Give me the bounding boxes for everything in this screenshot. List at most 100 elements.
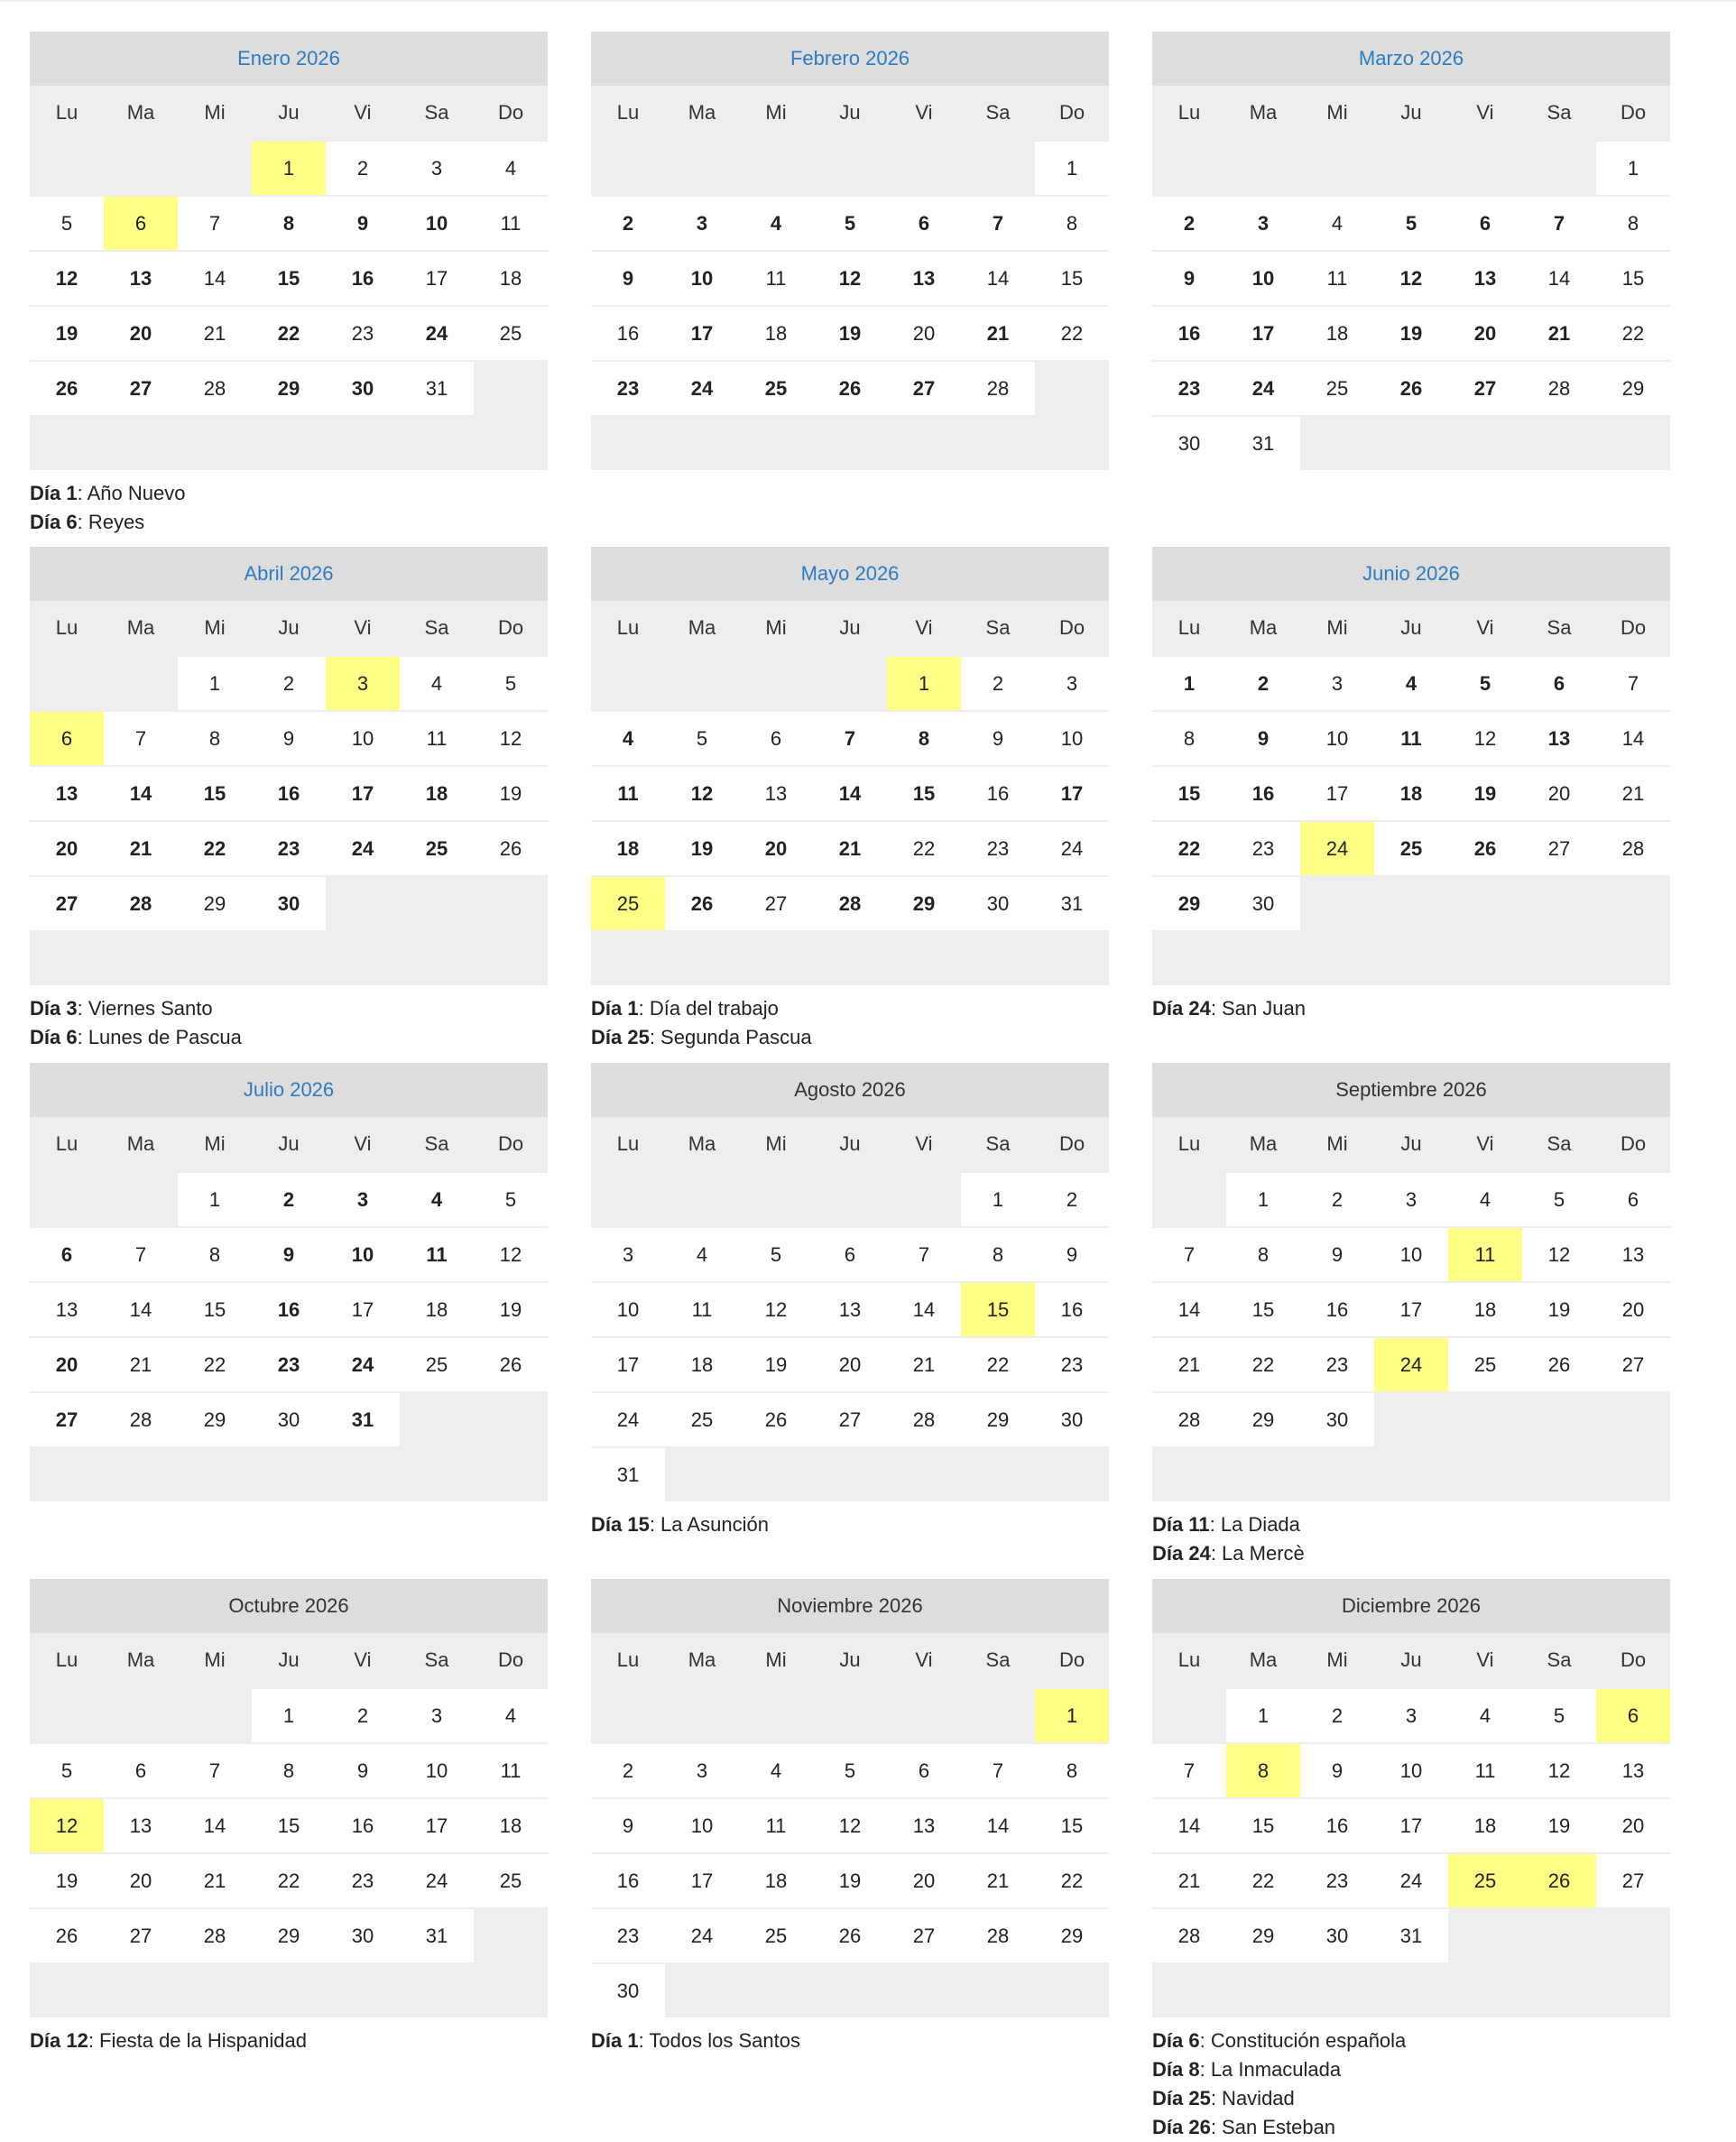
day-cell[interactable]: 31 bbox=[400, 1907, 474, 1963]
day-cell[interactable]: 24 bbox=[1374, 1336, 1448, 1392]
day-cell[interactable]: 13 bbox=[1596, 1742, 1670, 1798]
day-cell[interactable]: 19 bbox=[813, 305, 887, 361]
day-cell[interactable]: 1 bbox=[1226, 1687, 1300, 1743]
day-cell[interactable]: 1 bbox=[887, 655, 961, 711]
day-cell[interactable]: 14 bbox=[1596, 710, 1670, 766]
day-cell[interactable]: 2 bbox=[1152, 195, 1226, 251]
day-cell[interactable]: 11 bbox=[739, 1797, 813, 1853]
day-cell[interactable]: 20 bbox=[887, 1852, 961, 1908]
day-cell[interactable]: 2 bbox=[252, 1171, 326, 1227]
day-cell[interactable]: 3 bbox=[665, 1742, 739, 1798]
day-cell[interactable]: 2 bbox=[252, 655, 326, 711]
day-cell[interactable]: 8 bbox=[252, 195, 326, 251]
day-cell[interactable]: 31 bbox=[400, 360, 474, 416]
day-cell[interactable]: 31 bbox=[326, 1391, 400, 1447]
day-cell[interactable]: 21 bbox=[813, 820, 887, 876]
day-cell[interactable]: 29 bbox=[887, 875, 961, 931]
day-cell[interactable]: 27 bbox=[739, 875, 813, 931]
day-cell[interactable]: 29 bbox=[961, 1391, 1035, 1447]
day-cell[interactable]: 25 bbox=[474, 305, 548, 361]
day-cell[interactable]: 15 bbox=[1035, 1797, 1109, 1853]
day-cell[interactable]: 30 bbox=[961, 875, 1035, 931]
day-cell[interactable]: 26 bbox=[813, 360, 887, 416]
day-cell[interactable]: 14 bbox=[178, 250, 252, 306]
day-cell[interactable]: 19 bbox=[665, 820, 739, 876]
day-cell[interactable]: 22 bbox=[178, 1336, 252, 1392]
day-cell[interactable]: 1 bbox=[252, 1687, 326, 1743]
day-cell[interactable]: 17 bbox=[665, 305, 739, 361]
day-cell[interactable]: 21 bbox=[178, 305, 252, 361]
day-cell[interactable]: 20 bbox=[813, 1336, 887, 1392]
day-cell[interactable]: 9 bbox=[961, 710, 1035, 766]
day-cell[interactable]: 5 bbox=[1522, 1687, 1596, 1743]
day-cell[interactable]: 14 bbox=[813, 765, 887, 821]
day-cell[interactable]: 23 bbox=[591, 1907, 665, 1963]
day-cell[interactable]: 23 bbox=[252, 820, 326, 876]
day-cell[interactable]: 7 bbox=[1152, 1742, 1226, 1798]
day-cell[interactable]: 5 bbox=[1374, 195, 1448, 251]
day-cell[interactable]: 28 bbox=[961, 360, 1035, 416]
day-cell[interactable]: 13 bbox=[1448, 250, 1522, 306]
day-cell[interactable]: 11 bbox=[400, 1226, 474, 1282]
day-cell[interactable]: 12 bbox=[474, 1226, 548, 1282]
day-cell[interactable]: 5 bbox=[739, 1226, 813, 1282]
day-cell[interactable]: 2 bbox=[1300, 1171, 1374, 1227]
day-cell[interactable]: 13 bbox=[104, 250, 178, 306]
day-cell[interactable]: 21 bbox=[1152, 1336, 1226, 1392]
day-cell[interactable]: 27 bbox=[1522, 820, 1596, 876]
day-cell[interactable]: 7 bbox=[961, 195, 1035, 251]
day-cell[interactable]: 21 bbox=[104, 1336, 178, 1392]
day-cell[interactable]: 20 bbox=[30, 820, 104, 876]
day-cell[interactable]: 26 bbox=[474, 820, 548, 876]
day-cell[interactable]: 29 bbox=[1596, 360, 1670, 416]
day-cell[interactable]: 6 bbox=[887, 1742, 961, 1798]
day-cell[interactable]: 25 bbox=[400, 1336, 474, 1392]
day-cell[interactable]: 2 bbox=[326, 140, 400, 196]
day-cell[interactable]: 14 bbox=[1152, 1797, 1226, 1853]
day-cell[interactable]: 22 bbox=[1152, 820, 1226, 876]
day-cell[interactable]: 14 bbox=[178, 1797, 252, 1853]
day-cell[interactable]: 3 bbox=[1226, 195, 1300, 251]
day-cell[interactable]: 28 bbox=[887, 1391, 961, 1447]
day-cell[interactable]: 15 bbox=[1152, 765, 1226, 821]
day-cell[interactable]: 28 bbox=[104, 875, 178, 931]
day-cell[interactable]: 31 bbox=[1374, 1907, 1448, 1963]
day-cell[interactable]: 30 bbox=[326, 360, 400, 416]
day-cell[interactable]: 25 bbox=[400, 820, 474, 876]
day-cell[interactable]: 23 bbox=[252, 1336, 326, 1392]
day-cell[interactable]: 13 bbox=[887, 250, 961, 306]
day-cell[interactable]: 5 bbox=[665, 710, 739, 766]
day-cell[interactable]: 8 bbox=[1152, 710, 1226, 766]
day-cell[interactable]: 6 bbox=[1522, 655, 1596, 711]
day-cell[interactable]: 19 bbox=[1374, 305, 1448, 361]
day-cell[interactable]: 1 bbox=[178, 655, 252, 711]
day-cell[interactable]: 22 bbox=[1226, 1336, 1300, 1392]
day-cell[interactable]: 9 bbox=[1300, 1742, 1374, 1798]
day-cell[interactable]: 23 bbox=[591, 360, 665, 416]
day-cell[interactable]: 15 bbox=[252, 250, 326, 306]
day-cell[interactable]: 29 bbox=[252, 360, 326, 416]
day-cell[interactable]: 12 bbox=[1448, 710, 1522, 766]
day-cell[interactable]: 13 bbox=[1522, 710, 1596, 766]
day-cell[interactable]: 4 bbox=[1448, 1171, 1522, 1227]
day-cell[interactable]: 23 bbox=[1226, 820, 1300, 876]
day-cell[interactable]: 29 bbox=[178, 1391, 252, 1447]
day-cell[interactable]: 23 bbox=[326, 305, 400, 361]
day-cell[interactable]: 4 bbox=[474, 140, 548, 196]
day-cell[interactable]: 8 bbox=[1596, 195, 1670, 251]
day-cell[interactable]: 12 bbox=[474, 710, 548, 766]
day-cell[interactable]: 28 bbox=[1152, 1907, 1226, 1963]
day-cell[interactable]: 13 bbox=[739, 765, 813, 821]
day-cell[interactable]: 1 bbox=[1035, 140, 1109, 196]
day-cell[interactable]: 23 bbox=[1152, 360, 1226, 416]
day-cell[interactable]: 12 bbox=[813, 1797, 887, 1853]
day-cell[interactable]: 8 bbox=[178, 710, 252, 766]
day-cell[interactable]: 6 bbox=[1596, 1171, 1670, 1227]
day-cell[interactable]: 8 bbox=[887, 710, 961, 766]
day-cell[interactable]: 4 bbox=[739, 195, 813, 251]
day-cell[interactable]: 12 bbox=[739, 1281, 813, 1337]
day-cell[interactable]: 9 bbox=[1035, 1226, 1109, 1282]
day-cell[interactable]: 1 bbox=[252, 140, 326, 196]
day-cell[interactable]: 5 bbox=[30, 195, 104, 251]
day-cell[interactable]: 26 bbox=[1374, 360, 1448, 416]
